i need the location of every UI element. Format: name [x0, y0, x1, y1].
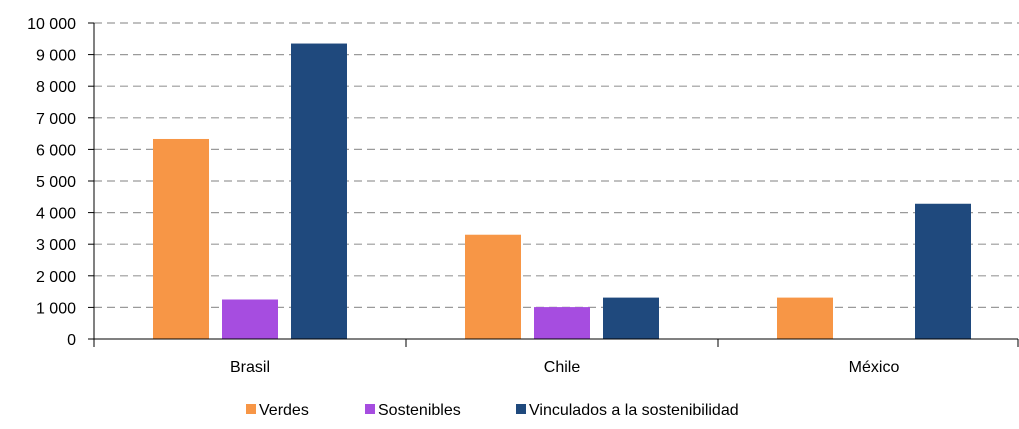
legend-swatch	[246, 404, 256, 414]
axes	[88, 22, 1019, 347]
bar-verdes-brasil	[153, 138, 209, 339]
y-tick-label: 10 000	[27, 16, 76, 33]
bar-vinculados-a-la-sostenibilidad-méxico	[915, 203, 971, 339]
bar-sostenibles-chile	[534, 307, 590, 339]
y-tick-label: 4 000	[36, 206, 76, 223]
legend: Verdes Sostenibles Vinculados a la sosteni…	[246, 402, 739, 419]
y-tick-label: 2 000	[36, 269, 76, 286]
bar-verdes-chile	[465, 234, 521, 339]
bars	[153, 43, 971, 339]
y-tick-label: 8 000	[36, 79, 76, 96]
y-tick-label: 9 000	[36, 48, 76, 65]
y-tick-label: 1 000	[36, 300, 76, 317]
bar-verdes-méxico	[777, 297, 833, 339]
x-category-label: Brasil	[230, 359, 270, 376]
bar-sostenibles-brasil	[222, 299, 278, 339]
y-tick-label: 3 000	[36, 237, 76, 254]
x-category-label: México	[849, 359, 900, 376]
y-tick-label: 0	[67, 332, 76, 349]
y-tick-label: 5 000	[36, 174, 76, 191]
legend-label: Verdes	[259, 402, 309, 419]
legend-swatch	[516, 404, 526, 414]
x-category-label: Chile	[544, 359, 581, 376]
x-category-labels: Brasil Chile México	[230, 359, 899, 376]
bar-vinculados-a-la-sostenibilidad-chile	[603, 297, 659, 339]
legend-swatch	[365, 404, 375, 414]
y-tick-labels: 0 1 000 2 000 3 000 4 000 5 000 6 000 7 000 8 00…	[27, 16, 76, 349]
legend-label: Sostenibles	[378, 402, 461, 419]
legend-label: Vinculados a la sostenibilidad	[529, 402, 739, 419]
y-tick-label: 6 000	[36, 142, 76, 159]
gridlines	[94, 22, 1019, 308]
y-tick-label: 7 000	[36, 111, 76, 128]
bar-vinculados-a-la-sostenibilidad-brasil	[291, 43, 347, 339]
